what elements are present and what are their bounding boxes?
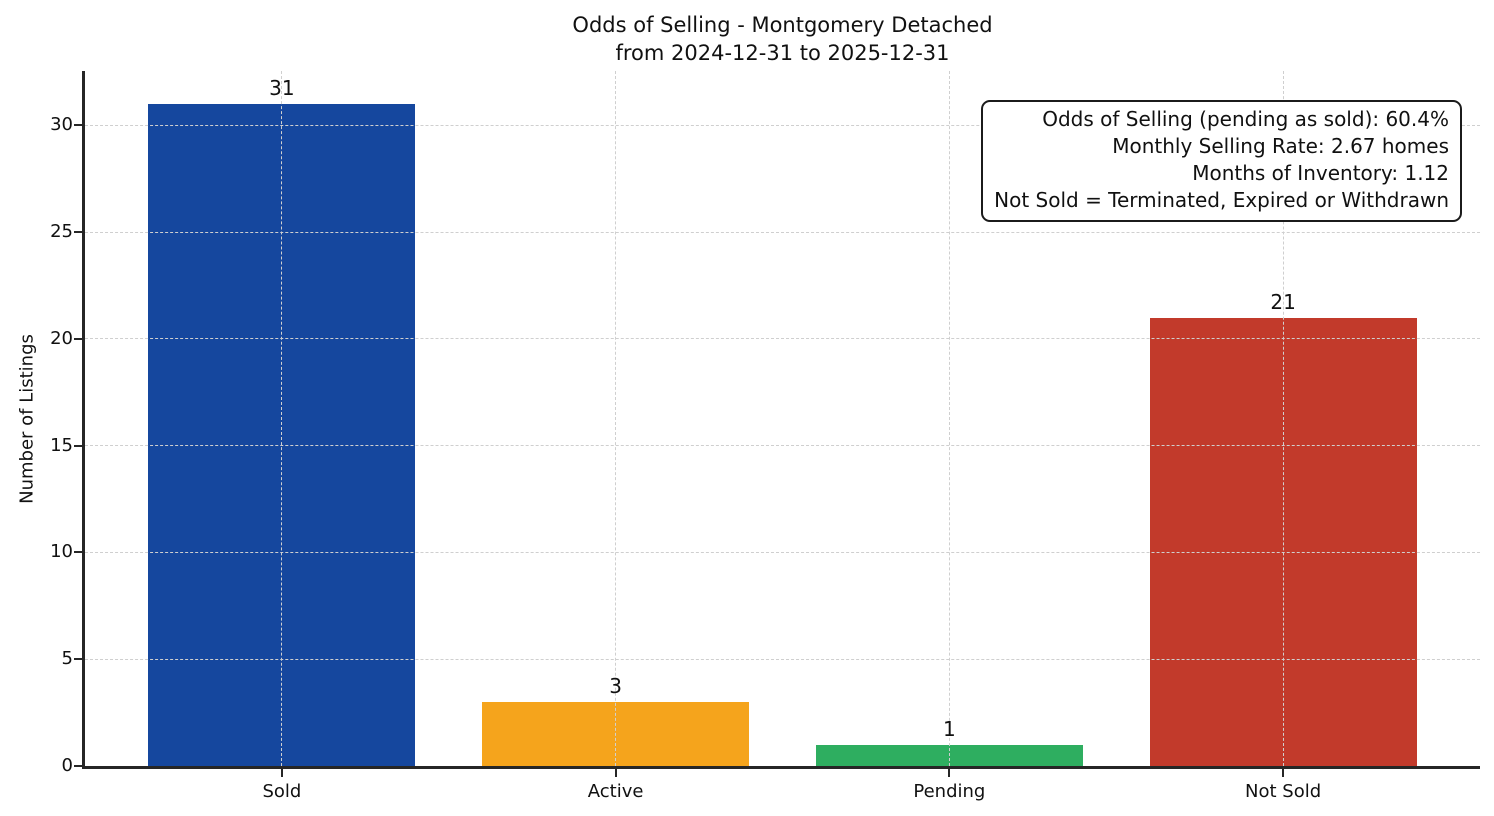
bar-value-label: 21 [1270, 289, 1296, 314]
y-tick-label: 20 [50, 327, 73, 349]
gridline-horizontal [85, 231, 1480, 233]
y-tick-label: 25 [50, 221, 73, 243]
gridline-horizontal [85, 338, 1480, 340]
y-tick-label: 15 [50, 434, 73, 456]
y-tick-mark [74, 444, 82, 447]
gridline-vertical [1282, 71, 1284, 766]
y-tick-mark [74, 124, 82, 127]
annotation-line-odds: Odds of Selling (pending as sold): 60.4% [1042, 107, 1449, 131]
x-tick-label: Active [587, 781, 644, 802]
gridline-horizontal [85, 445, 1480, 447]
y-tick-mark [74, 551, 82, 554]
x-axis-spine [82, 766, 1480, 769]
y-tick-label: 5 [61, 648, 73, 670]
x-tick-label: Not Sold [1245, 781, 1322, 802]
annotation-line-notsold: Not Sold = Terminated, Expired or Withdr… [994, 188, 1449, 212]
y-tick-mark [74, 658, 82, 661]
gridline-vertical [615, 71, 617, 766]
y-tick-mark [74, 337, 82, 340]
chart-title-line2: from 2024-12-31 to 2025-12-31 [615, 41, 950, 65]
y-axis-label: Number of Listings [16, 334, 38, 504]
x-tick-label: Sold [262, 781, 302, 802]
gridline-horizontal [85, 124, 1480, 126]
annotation-line-rate: Monthly Selling Rate: 2.67 homes [1112, 134, 1449, 158]
y-tick-label: 10 [50, 541, 73, 563]
bar-value-label: 31 [269, 76, 295, 101]
x-tick-mark [614, 769, 617, 777]
y-tick-mark [74, 765, 82, 767]
chart-title: Odds of Selling - Montgomery Detached fr… [85, 11, 1480, 67]
x-tick-mark [280, 769, 283, 777]
y-tick-label: 30 [50, 114, 73, 136]
x-tick-mark [948, 769, 951, 777]
annotation-box: Odds of Selling (pending as sold): 60.4%… [981, 100, 1462, 222]
y-tick-label: 0 [61, 755, 73, 776]
gridline-vertical [281, 71, 283, 766]
gridline-horizontal [85, 658, 1480, 660]
gridline-vertical [948, 71, 950, 766]
chart-title-line1: Odds of Selling - Montgomery Detached [572, 13, 993, 37]
bar-value-label: 3 [609, 673, 622, 698]
x-tick-label: Pending [913, 781, 986, 802]
bar-value-label: 1 [942, 716, 956, 741]
y-tick-mark [74, 231, 82, 234]
x-tick-mark [1282, 769, 1285, 777]
gridline-horizontal [85, 551, 1480, 553]
annotation-line-inventory: Months of Inventory: 1.12 [1192, 161, 1449, 185]
y-axis-spine [82, 71, 85, 769]
